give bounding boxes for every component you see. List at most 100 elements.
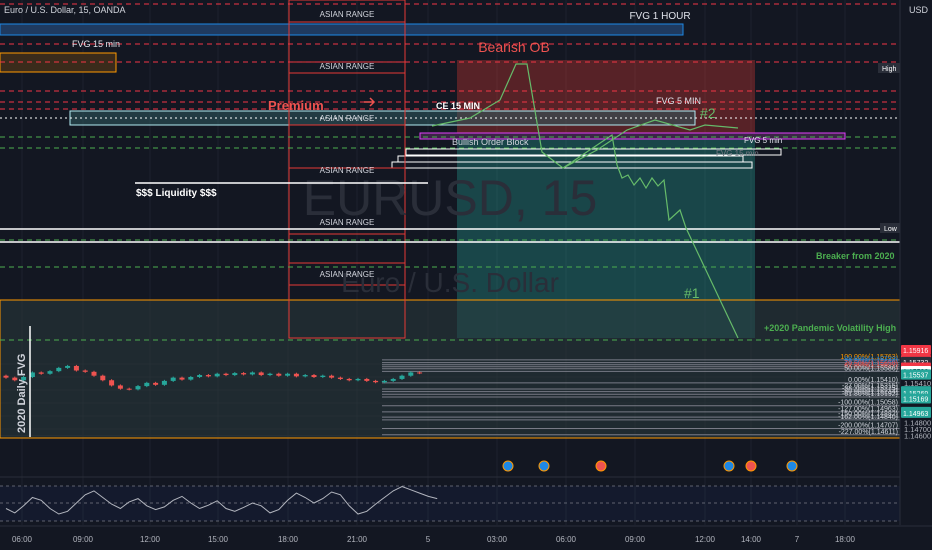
price-badge-12 <box>901 393 931 404</box>
candle-body-23 <box>205 375 211 377</box>
fib-label-9: -50.00%(1.15234) <box>842 388 898 395</box>
asian-range-label: ASIAN RANGE <box>320 114 375 123</box>
candle-body-44 <box>390 378 396 381</box>
candle-body-47 <box>417 372 423 374</box>
time-tick-label: 18:00 <box>278 535 299 544</box>
premium-arrow-icon <box>364 97 376 107</box>
event-flag-icon <box>786 460 798 472</box>
candle-body-24 <box>214 373 220 377</box>
ce-15m-label: CE 15 MIN <box>436 101 480 111</box>
fvg-5m-zone <box>419 132 846 140</box>
fib-label-5: 50.00%(1.15586) <box>844 365 898 372</box>
projection-path-1 <box>562 133 739 339</box>
candle-body-17 <box>153 382 159 385</box>
candle-body-41 <box>364 378 370 381</box>
fib-label-7: -27.00%(1.15315) <box>842 383 898 390</box>
low-flag-label: Low <box>884 226 898 233</box>
candle-body-45 <box>399 375 405 379</box>
oscillator-line <box>5 485 438 515</box>
fib-label-10: -61.80%(1.15192) <box>842 391 898 398</box>
candle-body-5 <box>47 371 53 374</box>
price-badge-14 <box>901 407 931 418</box>
price-tick-label: 1.14600 <box>904 432 931 441</box>
daily-fvg-label: 2020 Daily FVG <box>16 354 28 434</box>
price-tick-label: 1.15410 <box>904 379 931 388</box>
fib-label-12: -127.00%(1.14963) <box>838 406 898 413</box>
fib-label-6: 0.00%(1.15410) <box>848 377 898 384</box>
time-tick-label: 15:00 <box>208 535 229 544</box>
time-tick-label: 14:00 <box>741 535 762 544</box>
time-tick-label: 12:00 <box>140 535 161 544</box>
candle-body-31 <box>276 373 282 376</box>
fib-label-3: 70.50%(1.15658) <box>844 361 898 368</box>
candle-body-19 <box>170 377 176 381</box>
time-tick-label: 09:00 <box>625 535 646 544</box>
candle-body-15 <box>135 386 141 390</box>
osc-band <box>0 486 900 521</box>
levels <box>0 3 900 341</box>
time-tick-label: 7 <box>795 535 800 544</box>
time-tick-label: 18:00 <box>835 535 856 544</box>
price-badge-label: 1.15537 <box>903 373 928 380</box>
candle-body-26 <box>232 373 238 376</box>
candle-body-10 <box>91 371 97 376</box>
candle-body-4 <box>38 372 44 374</box>
fib-label-4: 61.80%(1.15627) <box>844 363 898 370</box>
asian-range-label: ASIAN RANGE <box>320 166 375 175</box>
symbol-title: Euro / U.S. Dollar, 15, OANDA <box>4 5 126 15</box>
time-tick-label: 12:00 <box>695 535 716 544</box>
candle-body-14 <box>126 388 132 390</box>
fvg-15m-label: FVG 15 min <box>72 39 120 49</box>
watermark-name: Euro / U.S. Dollar <box>341 267 559 298</box>
candle-body-35 <box>311 375 317 377</box>
candle-body-20 <box>179 377 185 380</box>
candle-body-38 <box>337 377 343 379</box>
oscillator-pane[interactable]: 0.00-50.00-100.00 <box>0 476 932 526</box>
bullish-ob-label: Bullish Order Block <box>452 137 529 147</box>
candle-body-13 <box>117 385 123 389</box>
fib-label-15: -200.00%(1.14707) <box>838 423 898 430</box>
candle-body-2 <box>21 377 27 381</box>
price-axis-bg <box>900 0 932 550</box>
event-flag-icon <box>745 460 757 472</box>
price-badge-label: 1.15916 <box>903 348 928 355</box>
candle-body-9 <box>82 370 88 372</box>
candle-body-27 <box>241 373 247 375</box>
annotations: ASIAN RANGE ASIAN RANGE ASIAN RANGE ASIAN R… <box>16 10 896 437</box>
liquidity-label: $$$ Liquidity $$$ <box>136 188 217 199</box>
currency-label: USD <box>909 5 929 15</box>
time-axis[interactable]: 06:00 09:00 12:00 15:00 18:00 21:00 5 03:00 06:0… <box>0 525 932 544</box>
candle-body-32 <box>285 373 291 376</box>
price-tick-label: 1.14800 <box>904 419 931 428</box>
candle-body-40 <box>355 378 361 381</box>
pandemic-high-label: +2020 Pandemic Volatility High <box>764 323 896 333</box>
candle-body-3 <box>29 372 35 377</box>
premium-label: Premium <box>268 98 324 113</box>
price-badge-label: 1.14963 <box>903 411 928 418</box>
fvg-1h-label: FVG 1 HOUR <box>629 11 690 22</box>
candle-body-34 <box>302 375 308 377</box>
price-axis[interactable]: 1.157001.154101.153001.150001.148001.147… <box>878 0 932 550</box>
watermark-symbol: EURUSD, 15 <box>303 170 598 226</box>
price-badge-label: 1.15169 <box>903 397 928 404</box>
time-tick-label: 5 <box>426 535 431 544</box>
asian-range-label: ASIAN RANGE <box>320 62 375 71</box>
price-badge-8 <box>901 369 931 380</box>
price-badge-0 <box>901 344 931 355</box>
watermark: EURUSD, 15 Euro / U.S. Dollar <box>303 170 598 298</box>
event-flag-icon <box>502 460 514 472</box>
high-flag-label: High <box>882 66 897 73</box>
fvg-1h-zone <box>0 23 684 36</box>
candles <box>3 364 423 391</box>
candle-body-25 <box>223 373 229 376</box>
fvg-5m-right-label: FVG 5 min <box>744 136 782 145</box>
fib-label-1: 88.60%(1.15722) <box>844 357 898 364</box>
candle-body-16 <box>144 382 150 387</box>
candle-body-6 <box>56 367 62 372</box>
candle-body-39 <box>346 378 352 381</box>
event-markers <box>502 460 798 472</box>
path-2-label: #2 <box>700 105 716 121</box>
candle-body-28 <box>249 372 255 375</box>
